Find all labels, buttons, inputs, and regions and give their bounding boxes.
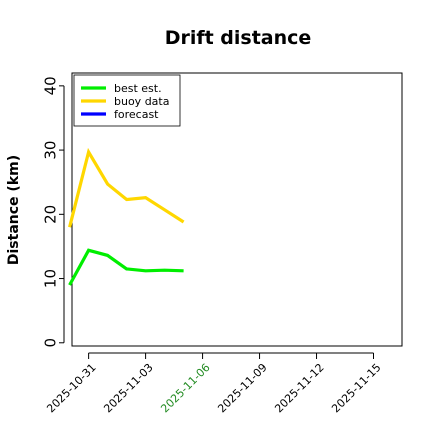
- y-axis: 0 10 20 30 40: [41, 76, 65, 348]
- x-axis: 2025-10-31 2025-11-03 2025-11-06 2025-11-09…: [44, 352, 384, 415]
- series-layer: [68, 147, 185, 286]
- legend-label: best est.: [114, 82, 162, 95]
- series-line-buoy-data: [68, 147, 185, 228]
- y-tick-label: 10: [41, 269, 59, 288]
- x-tick-label: 2025-10-31: [44, 361, 98, 415]
- y-axis-label: Distance (km): [6, 155, 22, 265]
- legend-label: buoy data: [114, 95, 169, 108]
- x-tick-label: 2025-11-09: [215, 361, 269, 415]
- y-tick-label: 40: [41, 76, 59, 95]
- x-tick-label: 2025-11-15: [329, 361, 383, 415]
- plot-frame: [71, 72, 403, 347]
- y-tick-label: 30: [41, 141, 59, 160]
- x-tick-label: 2025-11-06: [158, 361, 212, 415]
- legend-label: forecast: [114, 108, 159, 121]
- y-tick-label: 0: [41, 338, 59, 348]
- y-tick-label: 20: [41, 205, 59, 224]
- chart-title: Drift distance: [165, 27, 312, 49]
- x-tick-label: 2025-11-03: [101, 361, 155, 415]
- x-tick-label: 2025-11-12: [272, 361, 326, 415]
- series-line-best-est-: [68, 248, 184, 286]
